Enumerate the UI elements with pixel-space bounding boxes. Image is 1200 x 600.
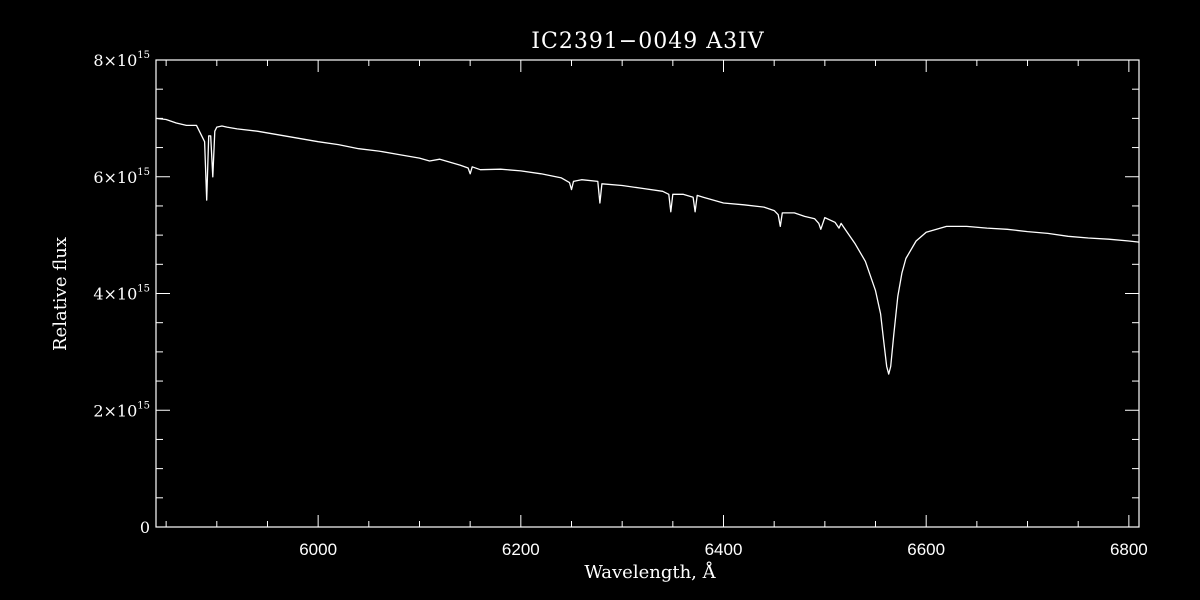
y-tick-label: 4×1015	[93, 284, 150, 304]
y-tick-label: 2×1015	[93, 400, 150, 420]
y-axis-label: Relative flux	[50, 237, 71, 351]
x-tick-label: 6400	[705, 540, 743, 559]
x-tick-labels: 6000 6200 6400 6600 6800	[299, 540, 1148, 559]
x-tick-label: 6600	[907, 540, 945, 559]
x-axis-label: Wavelength, Å	[584, 561, 716, 583]
x-tick-label: 6800	[1110, 540, 1148, 559]
y-tick-labels: 0 2×1015 4×1015 6×1015 8×1015	[93, 50, 150, 537]
x-tick-label: 6000	[299, 540, 337, 559]
y-tick-label: 8×1015	[93, 50, 150, 70]
y-tick-label: 6×1015	[93, 167, 150, 187]
axis-ticks	[156, 59, 1139, 528]
y-tick-label: 0	[140, 518, 150, 537]
chart-title: IC2391−0049 A3IV	[531, 29, 765, 54]
x-tick-label: 6200	[502, 540, 540, 559]
series-line-spectrum	[155, 117, 1140, 375]
